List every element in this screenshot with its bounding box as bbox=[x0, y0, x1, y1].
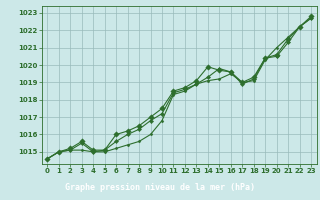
Text: Graphe pression niveau de la mer (hPa): Graphe pression niveau de la mer (hPa) bbox=[65, 182, 255, 192]
